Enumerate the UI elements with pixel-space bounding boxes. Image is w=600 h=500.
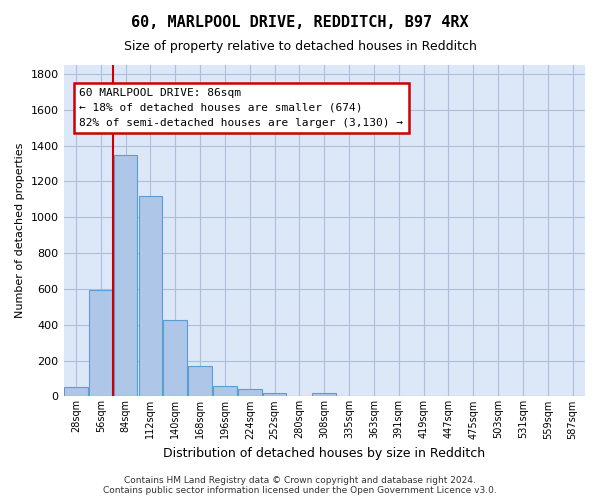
Bar [213, 386, 237, 396]
Bar [238, 389, 262, 396]
Text: 60 MARLPOOL DRIVE: 86sqm
← 18% of detached houses are smaller (674)
82% of semi-: 60 MARLPOOL DRIVE: 86sqm ← 18% of detach… [79, 88, 403, 128]
Text: 60, MARLPOOL DRIVE, REDDITCH, B97 4RX: 60, MARLPOOL DRIVE, REDDITCH, B97 4RX [131, 15, 469, 30]
X-axis label: Distribution of detached houses by size in Redditch: Distribution of detached houses by size … [163, 447, 485, 460]
Text: Size of property relative to detached houses in Redditch: Size of property relative to detached ho… [124, 40, 476, 53]
Bar [188, 366, 212, 396]
Bar [313, 393, 336, 396]
Text: Contains HM Land Registry data © Crown copyright and database right 2024.
Contai: Contains HM Land Registry data © Crown c… [103, 476, 497, 495]
Bar [89, 290, 113, 397]
Bar [114, 154, 137, 396]
Bar [163, 320, 187, 396]
Y-axis label: Number of detached properties: Number of detached properties [15, 143, 25, 318]
Bar [64, 388, 88, 396]
Bar [263, 393, 286, 396]
Bar [139, 196, 162, 396]
